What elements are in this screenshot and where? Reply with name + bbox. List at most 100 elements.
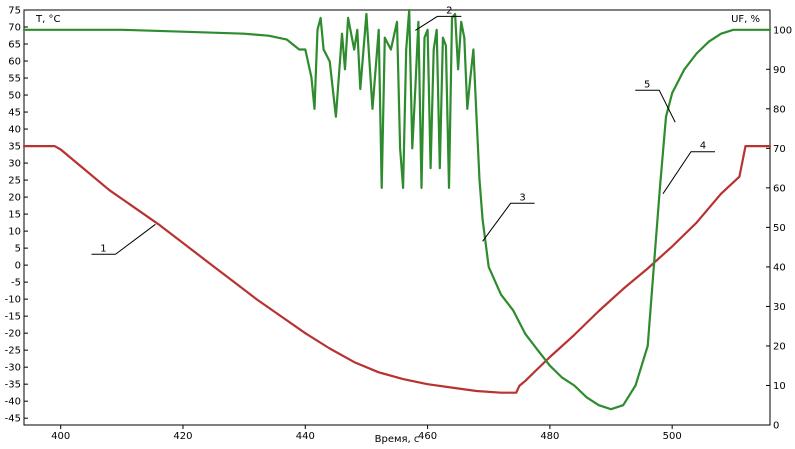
x-tick-label: 420 (173, 431, 192, 442)
series-1-point (402, 378, 404, 380)
series-2-point (420, 187, 423, 189)
series-2-point (659, 187, 661, 189)
series-2-point (359, 88, 362, 90)
series-2-point (720, 32, 722, 35)
y-left-tick-label: 60 (8, 57, 21, 68)
y-left-tick-label: -25 (5, 346, 21, 357)
y-left-tick-label: -20 (5, 329, 21, 340)
series-1-point (671, 245, 674, 248)
series-1-point (353, 361, 356, 363)
y-left-tick-label: 40 (8, 125, 21, 136)
y-right-tick-label: 90 (773, 65, 786, 76)
series-2-point (487, 266, 490, 268)
y-right-tick-label: 10 (773, 381, 786, 392)
series-2-point (313, 107, 316, 110)
y-left-tick-label: 0 (15, 261, 21, 272)
series-2-point (356, 28, 359, 31)
series-2-point (445, 44, 447, 47)
series-1-point (157, 223, 160, 226)
series-2-point (243, 32, 246, 35)
series-2-point (469, 76, 472, 79)
series-2-point (500, 293, 502, 296)
y-right-tick-label: 100 (773, 25, 792, 36)
y-right-axis-title: UF, % (731, 14, 760, 25)
annotation-label: 4 (700, 141, 706, 152)
series-1-point (622, 288, 625, 290)
series-2-point (429, 167, 432, 170)
y-left-tick-label: -35 (5, 380, 21, 391)
series-2-point (408, 9, 411, 11)
series-2-point (460, 21, 463, 23)
series-2-point (536, 349, 539, 351)
y-left-tick-label: -5 (11, 278, 21, 289)
y-left-tick-label: -40 (5, 397, 21, 408)
series-1-point (255, 298, 258, 300)
series-2-point (451, 17, 453, 19)
series-2-point (304, 48, 307, 51)
y-left-tick-label: 35 (8, 142, 21, 153)
x-tick-label: 480 (540, 431, 559, 442)
series-2-point (457, 68, 459, 71)
annotation-layer: 1 2 3 4 5 (91, 5, 715, 255)
series-2-point (634, 384, 637, 387)
series-2-point (286, 38, 288, 41)
y-right-tick-label: 70 (773, 144, 786, 155)
series-2-point (390, 48, 392, 51)
series-2-point (549, 364, 551, 367)
y-left-tick-label: 45 (8, 108, 21, 119)
y-left-tick-label: 70 (8, 23, 21, 34)
series-2-point (23, 28, 25, 31)
series-1-point (426, 383, 429, 386)
series-1-point (206, 260, 209, 263)
series-2-point (695, 52, 698, 55)
y-right-tick-label: 80 (773, 104, 786, 115)
series-1-point (515, 391, 518, 394)
series-2-point (353, 48, 356, 51)
series-2-point (671, 92, 674, 94)
x-axis-title: Время, с (375, 434, 420, 445)
x-axis-ticks: 400 420 440 460 480 500 (51, 425, 682, 442)
y-left-tick-label: -15 (5, 312, 21, 323)
y-right-tick-label: 50 (773, 223, 786, 234)
annotation-leader (91, 223, 156, 255)
series-line-1 (22, 145, 772, 394)
series-1-point (518, 385, 521, 387)
series-2-point (405, 48, 408, 51)
x-tick-label: 440 (296, 431, 315, 442)
series-2-point (524, 333, 527, 335)
series-2-point (344, 68, 346, 71)
series-2-point (454, 13, 456, 15)
y-left-axis-title: T, °C (35, 14, 60, 25)
series-1-point (475, 390, 478, 392)
series-2-point (512, 309, 515, 312)
series-1-point (720, 192, 722, 195)
series-1-point (23, 145, 25, 148)
annotation-leader (482, 202, 535, 242)
series-2-point (182, 30, 184, 33)
series-1-point (84, 169, 86, 171)
series-2-point (322, 48, 325, 51)
y-left-tick-label: 20 (8, 193, 21, 204)
series-2-point (341, 32, 343, 35)
series-2-point (597, 404, 600, 407)
y-right-tick-label: 40 (773, 262, 786, 273)
series-2-point (466, 107, 469, 110)
series-1-point (304, 332, 307, 335)
x-tick-label: 500 (663, 431, 682, 442)
series-2-point (319, 17, 322, 19)
series-2-point (328, 60, 331, 63)
series-2-point (573, 384, 576, 387)
series-2-point (435, 28, 438, 31)
series-2-point (402, 187, 404, 189)
annotation-leader (635, 89, 676, 123)
series-2-point (481, 218, 484, 221)
y-left-tick-label: -45 (5, 414, 21, 425)
series-1-point (695, 221, 698, 224)
series-1-point (738, 175, 741, 178)
series-1-point (524, 379, 527, 382)
y-left-tick-label: -30 (5, 363, 21, 374)
series-1-point (549, 356, 551, 358)
plot-frame (23, 9, 771, 426)
